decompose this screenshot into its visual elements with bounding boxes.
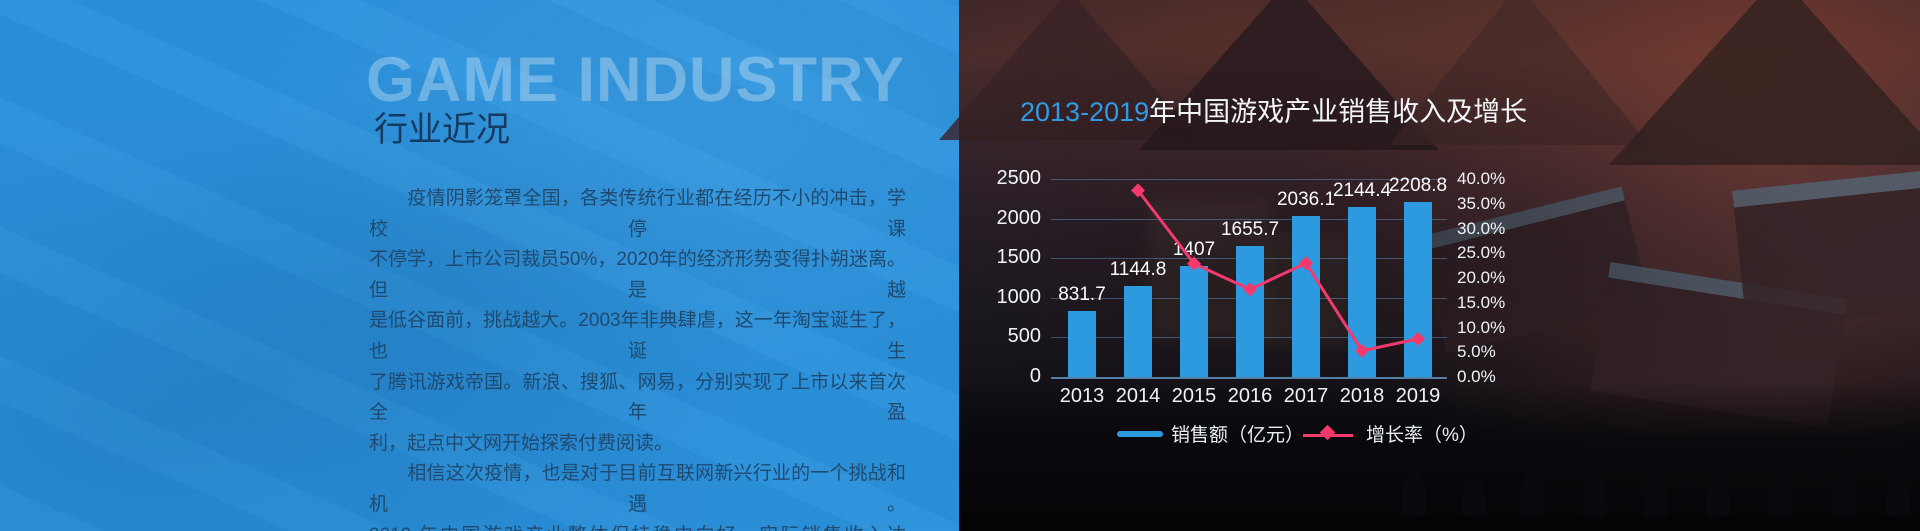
watermark-text: GAME INDUSTRY bbox=[366, 45, 906, 115]
y2-axis-tick-label: 0.0% bbox=[1457, 367, 1496, 386]
y2-axis-tick-label: 35.0% bbox=[1457, 193, 1506, 213]
legend-bar-swatch bbox=[1117, 431, 1163, 437]
y2-axis-tick-label: 40.0% bbox=[1457, 169, 1506, 188]
x-axis-label: 2014 bbox=[1115, 385, 1161, 407]
legend-revenue-label: 销售额（亿元） bbox=[1171, 425, 1305, 446]
chess-piece-silhouette bbox=[1583, 475, 1607, 517]
chess-piece-silhouette bbox=[1402, 473, 1426, 517]
revenue-bar bbox=[1124, 286, 1152, 377]
body-text-line: 了腾讯游戏帝国。新浪、搜狐、网易，分别实现了上市以来首次全年盈 bbox=[369, 371, 906, 424]
bar-value-label: 831.7 bbox=[1058, 284, 1106, 306]
gridline bbox=[1051, 179, 1447, 180]
bar-value-label: 1144.8 bbox=[1109, 259, 1167, 281]
y2-axis-tick-label: 5.0% bbox=[1457, 342, 1496, 362]
left-panel: GAME INDUSTRY 行业近况 疫情阴影笼罩全国，各类传统行业都在经历不小… bbox=[0, 0, 959, 531]
chess-piece-silhouette bbox=[1832, 467, 1856, 517]
body-text-line: 不停学，上市公司裁员50%，2020年的经济形势变得扑朔迷离。但是越 bbox=[369, 249, 906, 301]
body-text-line: 利，起点中文网开始探索付费阅读。 bbox=[369, 432, 674, 454]
y-axis-tick-label: 0 bbox=[1029, 365, 1041, 387]
revenue-bar bbox=[1068, 311, 1096, 377]
chart-title: 2013-2019年中国游戏产业销售收入及增长 bbox=[1020, 90, 1527, 129]
y2-axis-tick-label: 15.0% bbox=[1457, 292, 1506, 312]
background-art-bottom bbox=[959, 381, 1920, 531]
chess-piece-silhouette bbox=[1768, 473, 1792, 517]
body-text: 疫情阴影笼罩全国，各类传统行业都在经历不小的冲击，学校停课 不停学，上市公司裁员5… bbox=[369, 184, 906, 531]
y-axis-tick-label: 2000 bbox=[996, 206, 1042, 229]
body-text-line: 疫情阴影笼罩全国，各类传统行业都在经历不小的冲击，学校停课 bbox=[369, 188, 906, 240]
x-axis-label: 2015 bbox=[1171, 385, 1217, 407]
bar-value-label: 1655.7 bbox=[1220, 218, 1280, 240]
chess-piece-silhouette bbox=[1520, 469, 1544, 517]
body-text-line: 是低谷面前，挑战越大。2003年非典肆虐，这一年淘宝诞生了，也诞生 bbox=[369, 310, 906, 362]
y2-axis-tick-label: 30.0% bbox=[1457, 218, 1506, 238]
revenue-bar bbox=[1292, 215, 1320, 377]
x-axis-label: 2018 bbox=[1339, 385, 1385, 407]
x-axis-label: 2013 bbox=[1059, 385, 1105, 407]
y-axis-tick-label: 2500 bbox=[996, 167, 1042, 189]
y-axis-tick-label: 1000 bbox=[996, 285, 1042, 308]
revenue-bar bbox=[1348, 207, 1376, 377]
bar-value-label: 1407 bbox=[1172, 238, 1216, 260]
x-axis-label: 2016 bbox=[1227, 385, 1273, 407]
y-axis-tick-label: 500 bbox=[1007, 325, 1041, 348]
x-axis-label: 2017 bbox=[1283, 385, 1329, 407]
chess-piece-silhouette bbox=[1462, 477, 1486, 517]
background-art-ground bbox=[959, 515, 1920, 531]
gridline bbox=[1051, 377, 1447, 379]
page-title: 行业近况 bbox=[374, 111, 510, 149]
y2-axis-tick-label: 10.0% bbox=[1457, 317, 1506, 337]
x-axis-label: 2019 bbox=[1395, 385, 1441, 407]
revenue-bar bbox=[1236, 245, 1264, 377]
y2-axis-tick-label: 20.0% bbox=[1457, 268, 1506, 287]
revenue-bar bbox=[1180, 265, 1208, 377]
legend-growth-label: 增长率（%） bbox=[1366, 425, 1478, 446]
chart-title-rest: 年中国游戏产业销售收入及增长 bbox=[1149, 97, 1528, 127]
body-text-line: 相信这次疫情，也是对于目前互联网新兴行业的一个挑战和机遇。 bbox=[369, 463, 906, 515]
revenue-bar bbox=[1404, 202, 1432, 377]
body-text-line: 2019 年中国游戏产业整体保持稳中向好，实际销售收入达 2308.8 亿 bbox=[369, 521, 906, 531]
chess-piece-silhouette bbox=[1706, 465, 1730, 517]
chess-piece-silhouette bbox=[1886, 475, 1910, 517]
left-panel-texture bbox=[0, 0, 959, 531]
right-panel bbox=[939, 0, 1920, 531]
y-axis-tick-label: 1500 bbox=[996, 246, 1042, 269]
y2-axis-tick-label: 25.0% bbox=[1457, 243, 1506, 263]
chess-piece-silhouette bbox=[1643, 471, 1667, 517]
bar-value-label: 2208.8 bbox=[1388, 175, 1448, 197]
chart-title-accent: 2013-2019 bbox=[1020, 97, 1150, 127]
